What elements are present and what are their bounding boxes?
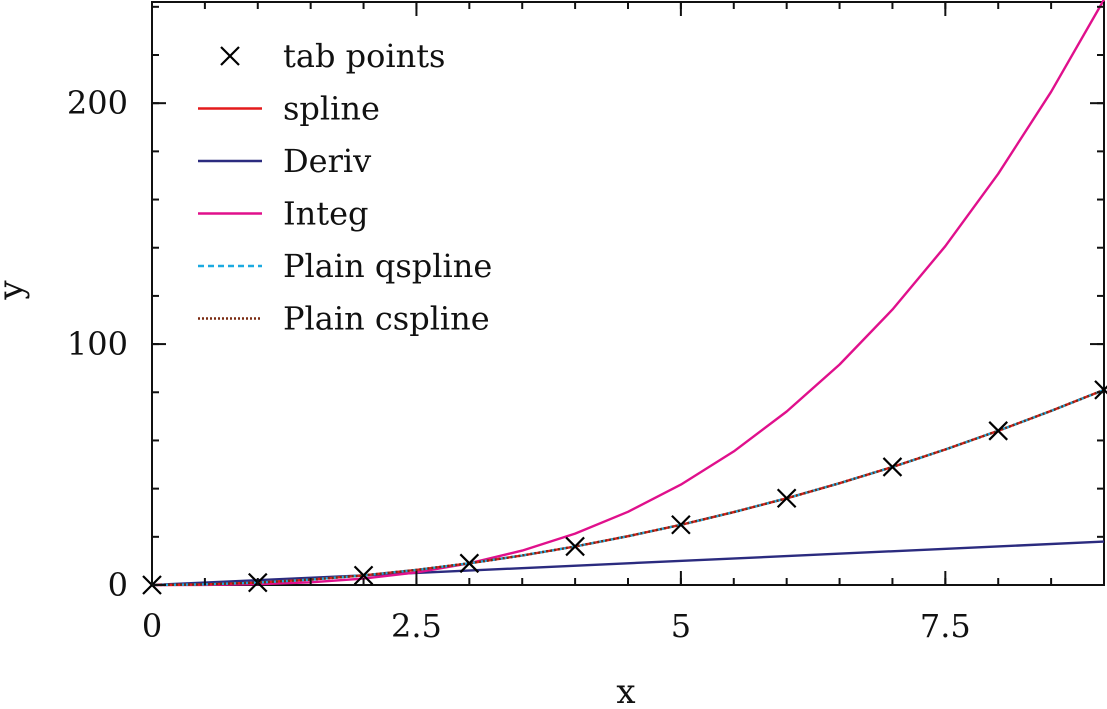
legend-label: Plain qspline [283,247,492,285]
legend-label: spline [283,90,380,128]
y-tick-label: 0 [108,566,128,604]
tab-point-marker [1094,380,1107,400]
series-line-deriv [151,540,1105,587]
y-axis-label: y [0,280,31,301]
legend-label: Deriv [283,142,371,180]
series-line-spline [151,388,1105,587]
legend-marker [220,46,240,66]
series-line-plain-cspline [151,388,1105,587]
tab-point-marker [565,536,585,557]
legend-item-plain-cspline: Plain cspline [198,300,490,338]
x-tick-label: 5 [671,607,691,645]
tab-point-marker [353,565,374,586]
tab-point-marker [459,553,480,574]
legend-item-integ: Integ [198,195,369,233]
series-line-plain-qspline [151,388,1105,587]
x-tick-label: 2.5 [391,607,442,645]
legend-item-deriv: Deriv [198,142,371,180]
legend-item-spline: spline [198,90,380,128]
tab-point-marker [671,514,691,535]
legend-label: Integ [283,195,369,233]
legend-label: Plain cspline [283,300,490,338]
x-axis-label: x [616,672,635,709]
series-line-integ [151,0,1106,587]
x-tick-label: 7.5 [920,607,971,645]
legend-label: tab points [283,37,445,75]
legend-item-tab-points: tab points [220,37,445,75]
tab-point-marker [988,421,1009,441]
tab-point-marker [882,457,903,477]
legend-item-plain-qspline: Plain qspline [198,247,492,285]
tab-point-marker [776,488,797,509]
y-tick-label: 200 [67,84,128,122]
y-tick-label: 100 [67,325,128,363]
x-tick-label: 0 [142,607,162,645]
